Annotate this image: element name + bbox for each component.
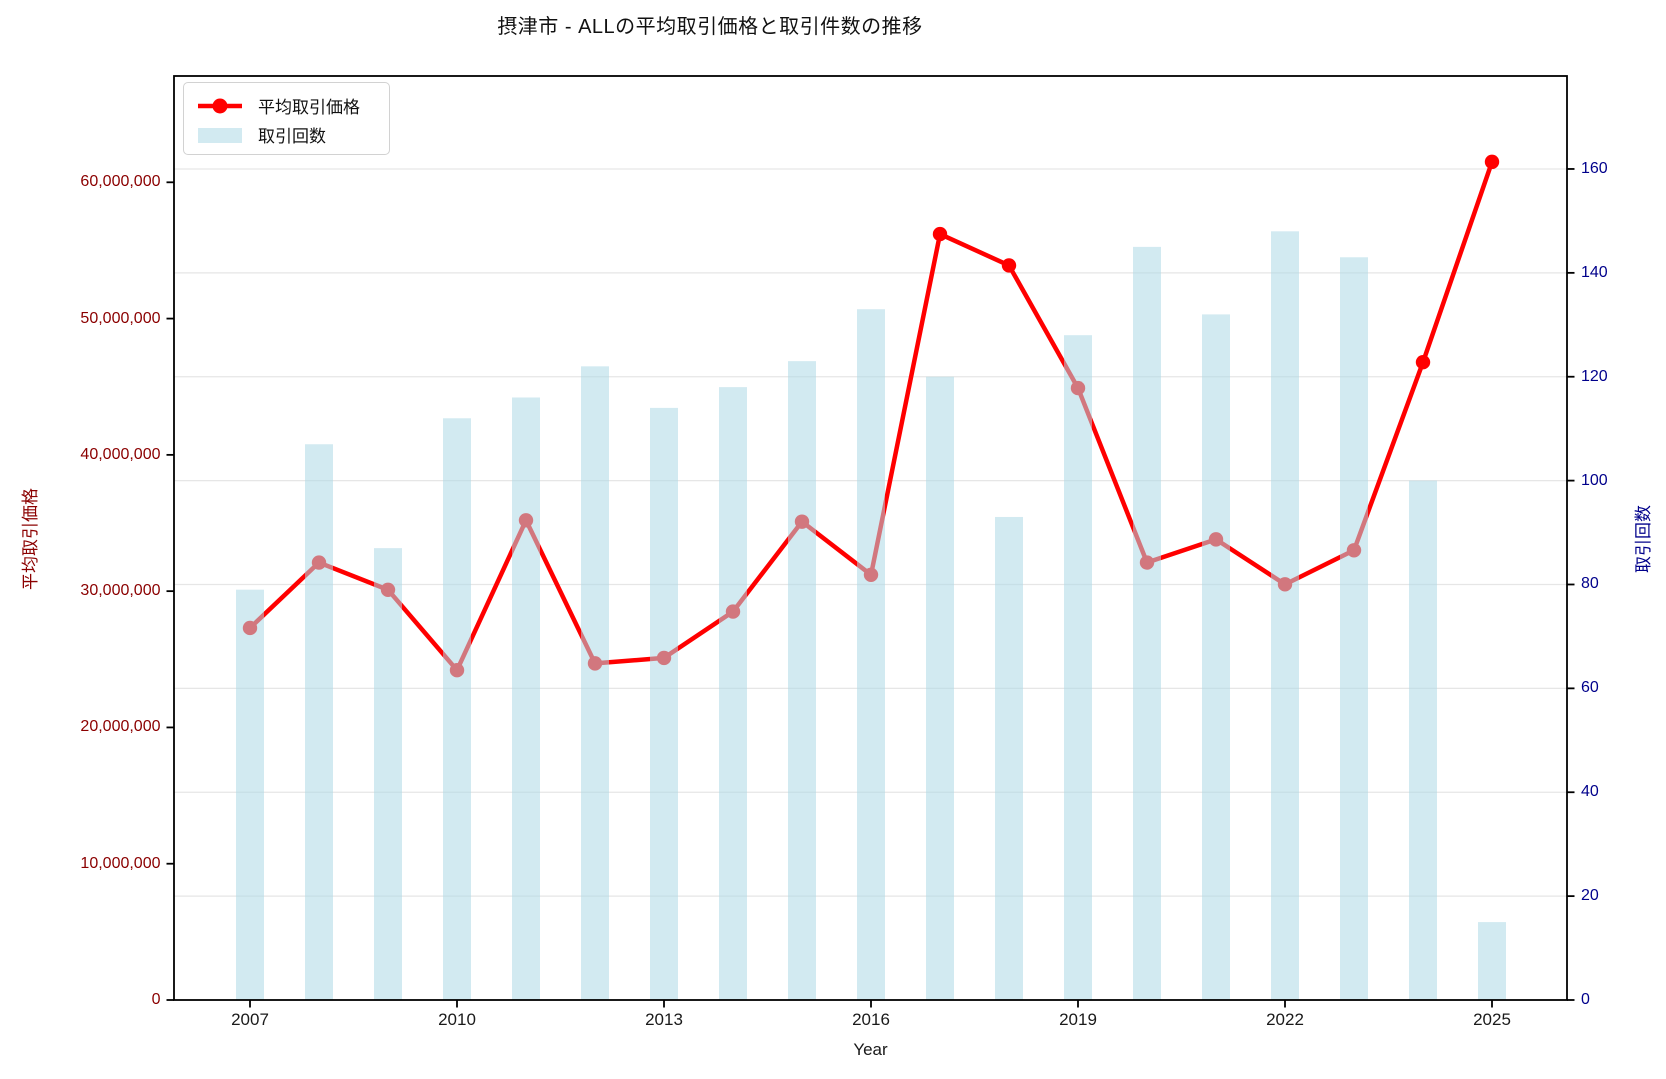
x-tick-2010: 2010 [438,1010,476,1029]
count-bar-2008 [305,444,333,1000]
legend-label-count: 取引回数 [258,127,326,146]
left-tick-50000000: 50,000,000 [80,309,161,327]
count-bar-2021 [1202,314,1230,1000]
right-axis-title: 取引回数 [1634,505,1653,573]
legend-item-count: 取引回数 [196,120,379,149]
count-bar-2022 [1271,231,1299,1001]
count-bar-2016 [857,309,885,1001]
count-bar-2014 [719,387,747,1001]
x-tick-2016: 2016 [852,1010,890,1029]
left-tick-10000000: 10,000,000 [80,854,161,872]
price-marker-2024 [1415,354,1431,370]
count-bar-2010 [443,418,471,1001]
left-tick-30000000: 30,000,000 [80,582,161,600]
count-bar-2013 [650,407,678,1000]
left-tick-20000000: 20,000,000 [80,718,161,736]
count-bar-2018 [995,516,1023,1000]
count-bar-2025 [1478,922,1506,1000]
x-tick-2019: 2019 [1059,1010,1097,1029]
legend-bar-swatch-icon [198,127,242,143]
right-tick-100: 100 [1581,471,1608,489]
price-marker-2017 [932,226,948,242]
count-bar-2009 [374,548,402,1000]
count-bar-2015 [788,361,816,1000]
chart-title: 摂津市 - ALLの平均取引価格と取引件数の推移 [497,16,923,38]
price-marker-2025 [1484,154,1500,170]
count-bar-2017 [926,376,954,1000]
x-tick-2022: 2022 [1266,1010,1304,1029]
count-bar-2019 [1064,335,1092,1000]
count-bar-2011 [512,397,540,1000]
right-tick-60: 60 [1581,679,1599,697]
legend: 平均取引価格 取引回数 [183,82,390,155]
count-bar-2024 [1409,480,1437,1001]
legend-line-marker-icon [198,98,242,113]
right-tick-140: 140 [1581,263,1608,281]
right-tick-40: 40 [1581,783,1599,801]
left-axis-title: 平均取引価格 [21,488,40,590]
left-tick-0: 0 [151,991,161,1008]
count-bar-2020 [1133,246,1161,1001]
price-marker-2018 [1001,258,1017,273]
x-tick-2007: 2007 [231,1010,269,1029]
x-tick-2025: 2025 [1473,1010,1511,1029]
right-tick-0: 0 [1581,991,1590,1008]
right-tick-160: 160 [1581,159,1608,177]
x-axis-title: Year [853,1040,888,1059]
left-tick-60000000: 60,000,000 [80,173,161,191]
legend-label-price: 平均取引価格 [258,98,360,117]
count-bar-2023 [1340,257,1368,1000]
right-tick-80: 80 [1581,575,1599,593]
count-bar-2007 [236,589,264,1000]
right-tick-20: 20 [1581,887,1599,905]
count-bar-2012 [581,366,609,1000]
left-tick-40000000: 40,000,000 [80,445,161,463]
right-tick-120: 120 [1581,367,1608,385]
x-tick-2013: 2013 [645,1010,683,1029]
legend-item-price: 平均取引価格 [196,91,379,120]
